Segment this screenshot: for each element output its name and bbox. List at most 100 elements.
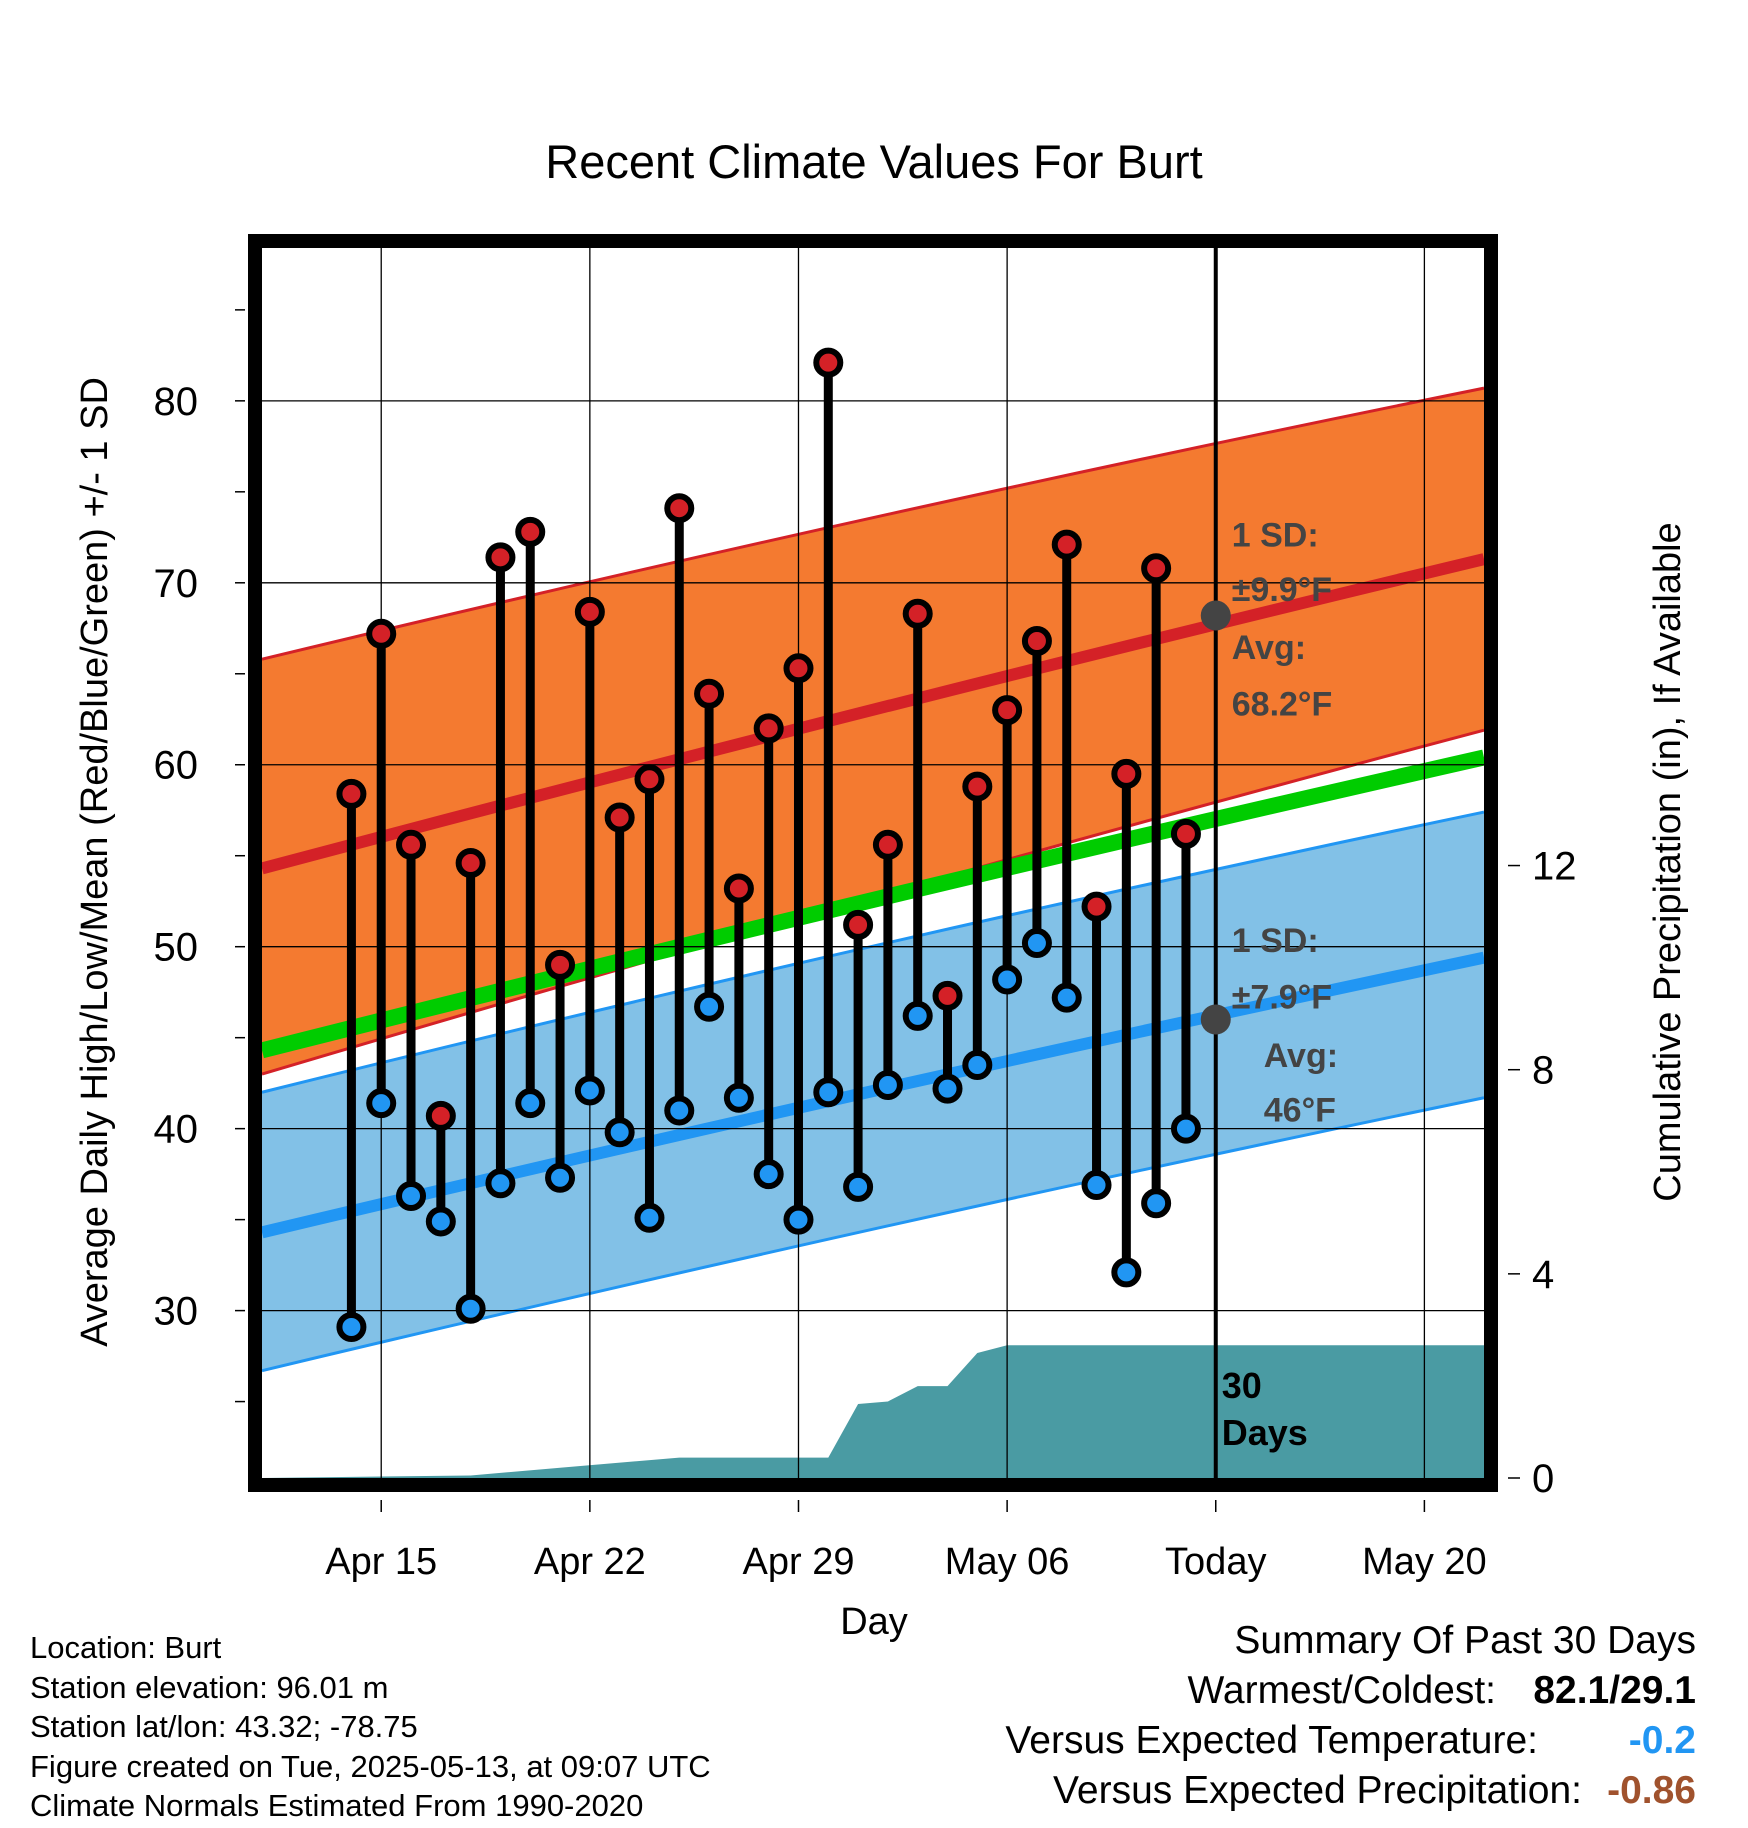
warmest-value: 82.1/29.1 bbox=[1533, 1669, 1696, 1712]
low-point bbox=[545, 1162, 576, 1193]
x-axis-title: Day bbox=[840, 1601, 908, 1643]
low-point bbox=[485, 1168, 516, 1199]
temp-label: Versus Expected Temperature: bbox=[1005, 1719, 1538, 1762]
low-avg-label: Avg: bbox=[1264, 1037, 1338, 1075]
high-point bbox=[515, 516, 546, 547]
high-point bbox=[843, 909, 874, 940]
climate-normals: Climate Normals Estimated From 1990-2020 bbox=[30, 1788, 644, 1823]
low-avg-value: 46°F bbox=[1264, 1091, 1336, 1129]
low-point bbox=[1051, 982, 1082, 1013]
low-point bbox=[932, 1073, 963, 1104]
low-point bbox=[843, 1171, 874, 1202]
y2-tick-label: 4 bbox=[1532, 1253, 1554, 1297]
station-elevation: Station elevation: 96.01 m bbox=[30, 1669, 389, 1705]
low-avg-marker bbox=[1200, 1004, 1231, 1035]
low-sd-lower-edge bbox=[261, 1096, 1485, 1373]
high-sd-upper-edge bbox=[261, 386, 1485, 661]
low-point bbox=[813, 1077, 844, 1108]
high-sd-value: ±9.9°F bbox=[1232, 571, 1332, 609]
summary-heading: Summary Of Past 30 Days bbox=[1234, 1619, 1696, 1662]
high-avg-value: 68.2°F bbox=[1232, 686, 1333, 724]
days-label-word: Days bbox=[1222, 1412, 1308, 1453]
low-point bbox=[634, 1202, 665, 1233]
low-point bbox=[515, 1088, 546, 1119]
high-point bbox=[813, 347, 844, 378]
y-tick-label: 70 bbox=[154, 562, 199, 606]
y-tick-label: 60 bbox=[154, 744, 199, 788]
low-point bbox=[962, 1049, 993, 1080]
high-point bbox=[1141, 553, 1172, 584]
high-point bbox=[366, 618, 397, 649]
high-point bbox=[485, 542, 516, 573]
x-tick-label: Apr 29 bbox=[743, 1541, 855, 1583]
mean-avg-line bbox=[260, 749, 1486, 1059]
x-tick-label: May 20 bbox=[1362, 1541, 1487, 1583]
high-point bbox=[396, 829, 427, 860]
station-location: Location: Burt bbox=[30, 1630, 222, 1665]
low-point bbox=[992, 964, 1023, 995]
low-point bbox=[902, 1000, 933, 1031]
high-point bbox=[783, 653, 814, 684]
low-point bbox=[1081, 1170, 1112, 1201]
low-point bbox=[1021, 928, 1052, 959]
y-tick-label: 50 bbox=[154, 926, 199, 970]
high-point bbox=[664, 493, 695, 524]
low-point bbox=[604, 1117, 635, 1148]
high-point bbox=[902, 598, 933, 629]
y2-tick-label: 8 bbox=[1532, 1049, 1554, 1093]
summary-panel: Summary Of Past 30 Days Warmest/Coldest:… bbox=[1005, 1616, 1696, 1816]
low-point bbox=[574, 1075, 605, 1106]
summary-warmest-row: Warmest/Coldest: 82.1/29.1 bbox=[1005, 1666, 1696, 1716]
low-point bbox=[1170, 1113, 1201, 1144]
high-point bbox=[872, 829, 903, 860]
temp-value: -0.2 bbox=[1628, 1719, 1696, 1762]
high-point bbox=[1051, 529, 1082, 560]
high-avg-marker bbox=[1200, 600, 1231, 631]
x-tick-label: Apr 22 bbox=[534, 1541, 646, 1583]
y-axis-title: Average Daily High/Low/Mean (Red/Blue/Gr… bbox=[74, 377, 116, 1347]
high-point bbox=[932, 980, 963, 1011]
low-sd-value: ±7.9°F bbox=[1232, 979, 1332, 1017]
low-point bbox=[664, 1095, 695, 1126]
summary-precip-row: Versus Expected Precipitation: -0.86 bbox=[1005, 1766, 1696, 1816]
y-tick-label: 30 bbox=[154, 1290, 199, 1334]
low-point bbox=[723, 1082, 754, 1113]
low-point bbox=[783, 1204, 814, 1235]
x-tick-label: Apr 15 bbox=[325, 1541, 437, 1583]
high-sd-band bbox=[262, 388, 1484, 1075]
high-point bbox=[1111, 758, 1142, 789]
chart-title: Recent Climate Values For Burt bbox=[545, 135, 1202, 188]
high-point bbox=[753, 713, 784, 744]
high-avg-line bbox=[260, 553, 1486, 875]
y2-tick-label: 12 bbox=[1532, 845, 1577, 889]
low-point bbox=[366, 1088, 397, 1119]
low-sd-label: 1 SD: bbox=[1232, 922, 1319, 960]
x-tick-label: May 06 bbox=[945, 1541, 1070, 1583]
days-label-number: 30 bbox=[1222, 1365, 1262, 1406]
low-point bbox=[396, 1180, 427, 1211]
station-latlon: Station lat/lon: 43.32; -78.75 bbox=[30, 1709, 418, 1744]
high-point bbox=[545, 949, 576, 980]
high-point bbox=[1081, 891, 1112, 922]
precip-label: Versus Expected Precipitation: bbox=[1053, 1769, 1582, 1812]
low-point bbox=[753, 1159, 784, 1190]
warmest-label: Warmest/Coldest: bbox=[1187, 1669, 1496, 1712]
high-point bbox=[604, 802, 635, 833]
high-point bbox=[425, 1100, 456, 1131]
x-tick-label: Today bbox=[1165, 1541, 1266, 1583]
low-point bbox=[1111, 1257, 1142, 1288]
high-point bbox=[1170, 818, 1201, 849]
high-point bbox=[634, 764, 665, 795]
summary-temp-row: Versus Expected Temperature: -0.2 bbox=[1005, 1716, 1696, 1766]
high-point bbox=[992, 695, 1023, 726]
high-sd-label: 1 SD: bbox=[1232, 516, 1319, 554]
y-tick-label: 80 bbox=[154, 380, 199, 424]
low-point bbox=[694, 991, 725, 1022]
figure-created: Figure created on Tue, 2025-05-13, at 09… bbox=[30, 1748, 711, 1784]
low-point bbox=[455, 1293, 486, 1324]
high-point bbox=[336, 778, 367, 809]
y2-tick-label: 0 bbox=[1532, 1457, 1554, 1501]
y2-axis-title: Cumulative Precipitation (in), If Availa… bbox=[1647, 522, 1689, 1201]
low-point bbox=[1141, 1188, 1172, 1219]
